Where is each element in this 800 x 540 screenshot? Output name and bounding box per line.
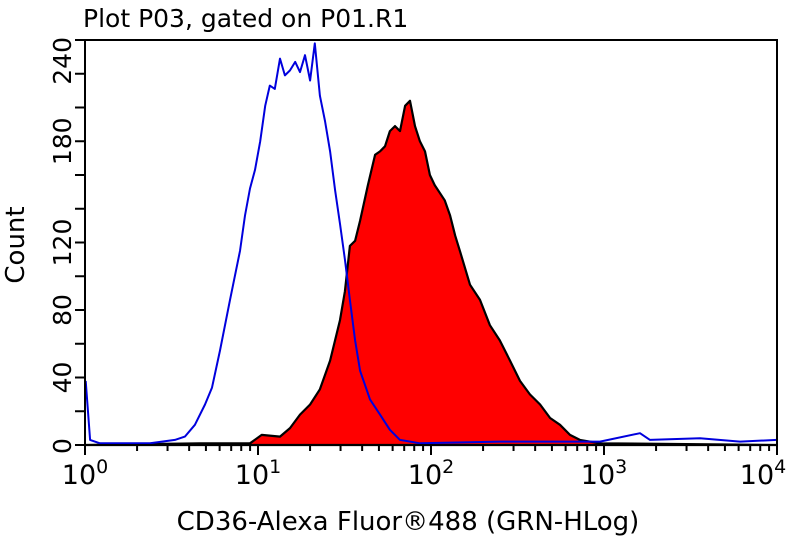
- x-axis-label: CD36-Alexa Fluor®488 (GRN-HLog): [177, 507, 640, 537]
- x-tick-exponent: 2: [442, 456, 454, 478]
- x-tick-exponent: 4: [774, 456, 786, 478]
- y-tick-label: 180: [48, 117, 77, 165]
- x-tick-base: 10: [408, 460, 442, 491]
- x-tick-exponent: 1: [269, 456, 281, 478]
- x-tick-base: 10: [740, 460, 774, 491]
- chart-title: Plot P03, gated on P01.R1: [83, 4, 408, 33]
- y-tick-label: 40: [48, 362, 77, 394]
- y-tick-label: 0: [48, 438, 77, 454]
- x-tick-base: 10: [62, 460, 96, 491]
- x-tick-label: 100: [62, 456, 108, 491]
- y-axis: 0 40 80 120 180 240: [48, 37, 85, 454]
- x-tick-label: 103: [581, 456, 627, 491]
- x-tick-base: 10: [235, 460, 269, 491]
- x-axis: 100 101 102 103 104: [62, 445, 786, 491]
- y-tick-label: 240: [48, 37, 77, 85]
- y-tick-label: 120: [48, 219, 77, 267]
- x-tick-label: 101: [235, 456, 281, 491]
- x-tick-exponent: 0: [96, 456, 108, 478]
- y-tick-label: 80: [48, 294, 77, 326]
- x-tick-exponent: 3: [615, 456, 627, 478]
- series-layer: [83, 42, 779, 447]
- x-tick-label: 102: [408, 456, 454, 491]
- x-tick-label: 104: [740, 456, 786, 491]
- series-1-filled-histogram: [83, 99, 779, 447]
- y-axis-label: Count: [1, 206, 31, 283]
- series-0-histogram-line: [84, 42, 778, 445]
- x-tick-base: 10: [581, 460, 615, 491]
